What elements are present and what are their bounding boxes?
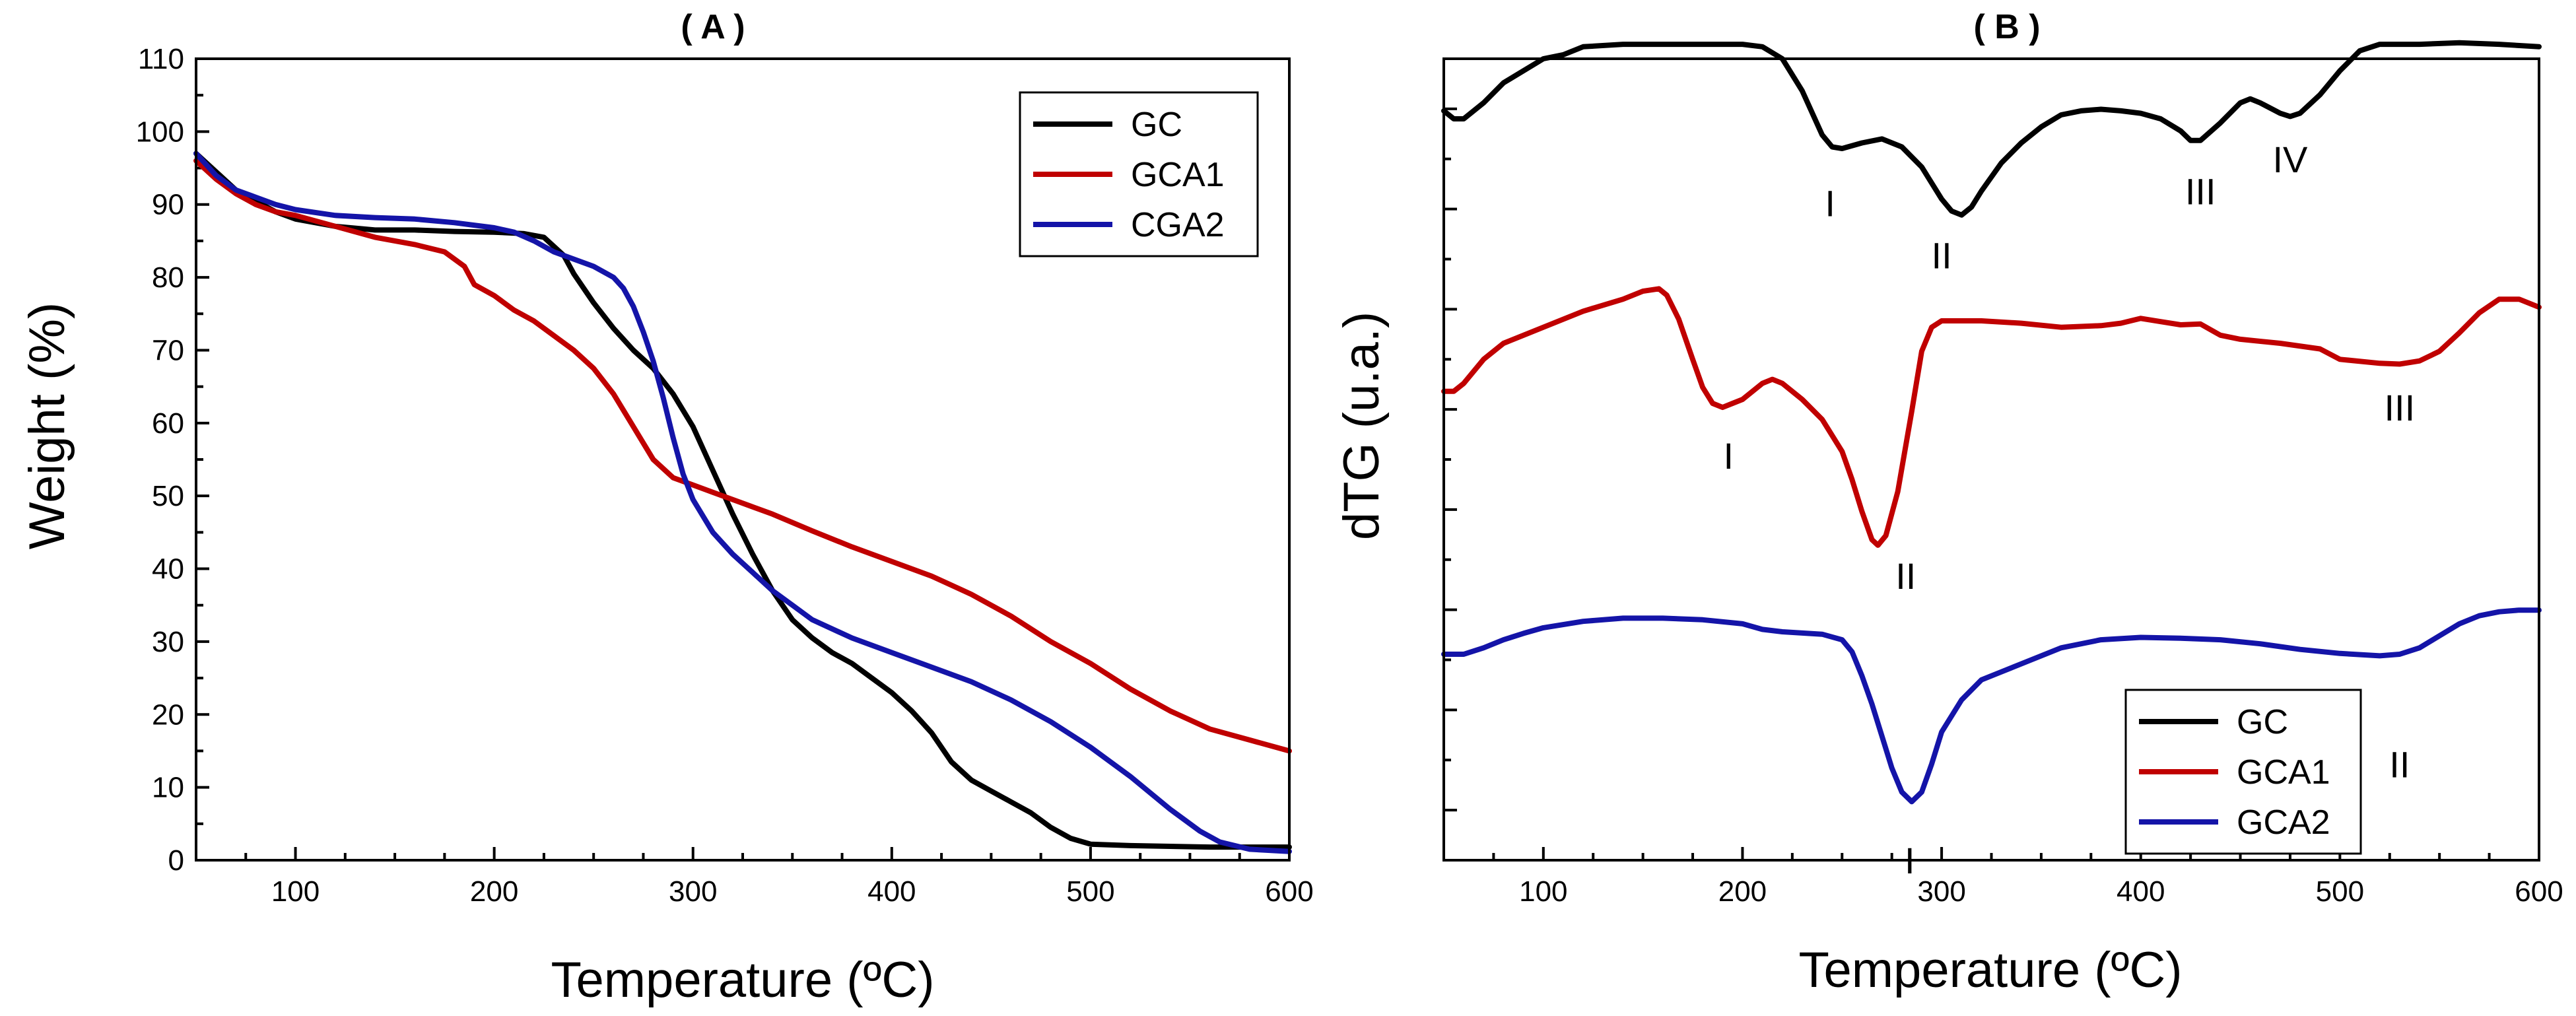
- panel-a-series: [193, 151, 1292, 854]
- panel-a-legend-label: CGA2: [1131, 206, 1225, 244]
- panel-a-y-tick-label: 30: [152, 626, 184, 658]
- panel-a-y-tick-label: 80: [152, 261, 184, 294]
- panel-b-peak-label: IV: [2272, 139, 2308, 180]
- panel-a-y-tick-label: 40: [152, 553, 184, 586]
- panel-b-peak-label: I: [1825, 183, 1835, 224]
- panel-a-x-tick-label: 500: [1066, 875, 1114, 908]
- panel-b-legend-label: GC: [2237, 703, 2288, 741]
- panel-b-series-gc: [1441, 40, 2542, 218]
- panel-b-x-tick-label: 400: [2117, 875, 2165, 908]
- panel-a-x-tick-label: 300: [669, 875, 717, 908]
- panel-a-legend: GC GCA1 CGA2: [1019, 91, 1259, 257]
- panel-a-y-tick-label: 60: [152, 407, 184, 440]
- panel-a-series-cga2: [193, 151, 1292, 854]
- panel-a-y-tick-label: 90: [152, 189, 184, 221]
- panel-b-legend: GC GCA1 GCA2: [2124, 689, 2362, 855]
- panel-a-x-tick-label: 400: [867, 875, 916, 908]
- panel-b-y-axis-title: dTG (u.a.): [1334, 312, 1390, 540]
- panel-b-peak-label: III: [2385, 387, 2416, 428]
- panel-a-legend-label: GCA1: [1131, 156, 1225, 194]
- panel-a-x-axis-title: Temperature (ºC): [551, 952, 934, 1008]
- panel-a-x-tick-label: 100: [271, 875, 320, 908]
- panel-b-x-tick-label: 100: [1519, 875, 1567, 908]
- panel-b-peak-label: II: [1895, 555, 1916, 597]
- panel-b-legend-label: GCA1: [2237, 753, 2330, 792]
- panel-a-plot-frame: [195, 57, 1291, 862]
- panel-b-x-tick-label: 600: [2515, 875, 2563, 908]
- panel-b-x-tick-label: 500: [2316, 875, 2364, 908]
- panel-a-y-tick-label: 10: [152, 772, 184, 804]
- panel-b-plot-frame: [1442, 57, 2540, 862]
- panel-a-series-gc: [193, 151, 1292, 850]
- panel-b-legend-label: GCA2: [2237, 803, 2330, 842]
- panel-a-x-tick-label: 600: [1265, 875, 1313, 908]
- panel-b-x-axis-title: Temperature (ºC): [1798, 942, 2182, 998]
- panel-a-ticks: 100 200 300 400 500 600 0 10 20 30 40 50 60 70 80 90 100…: [136, 43, 1314, 908]
- panel-b-peak-label: I: [1724, 435, 1734, 477]
- panel-b-series-gca2: [1441, 607, 2542, 805]
- panel-a-series-gca1: [193, 158, 1292, 754]
- panel-b-series-gca1: [1441, 286, 2542, 548]
- panel-a-y-tick-label: 50: [152, 480, 184, 512]
- panel-b-x-tick-label: 200: [1718, 875, 1767, 908]
- panel-a-x-tick-label: 200: [470, 875, 518, 908]
- panel-b: ( B ) 100 200 300 400 500 600 IIIIIIIVIIIIIII…: [1334, 8, 2563, 998]
- panel-a-y-tick-label: 110: [138, 43, 184, 75]
- panel-a-y-tick-label: 70: [152, 334, 184, 366]
- panel-b-series: [1441, 40, 2542, 805]
- panel-a-legend-label: GC: [1131, 106, 1182, 144]
- panel-a-y-tick-label: 0: [168, 844, 184, 877]
- panel-b-peak-label: III: [2185, 170, 2216, 212]
- panel-b-peak-label: II: [1932, 234, 1952, 276]
- panel-b-peak-label: II: [2389, 743, 2410, 785]
- panel-a-title: ( A ): [681, 8, 745, 46]
- panel-b-title: ( B ): [1973, 8, 2040, 46]
- panel-a-y-tick-label: 100: [136, 116, 184, 148]
- panel-a: ( A ) 100 200 300 400 500 600 0 10 20 30 40 50 60 70 8…: [19, 8, 1314, 1008]
- panel-b-x-tick-label: 300: [1917, 875, 1965, 908]
- panel-b-legend-box: [2124, 689, 2362, 855]
- panel-a-y-axis-title: Weight (%): [19, 302, 75, 549]
- panel-a-y-tick-label: 20: [152, 698, 184, 731]
